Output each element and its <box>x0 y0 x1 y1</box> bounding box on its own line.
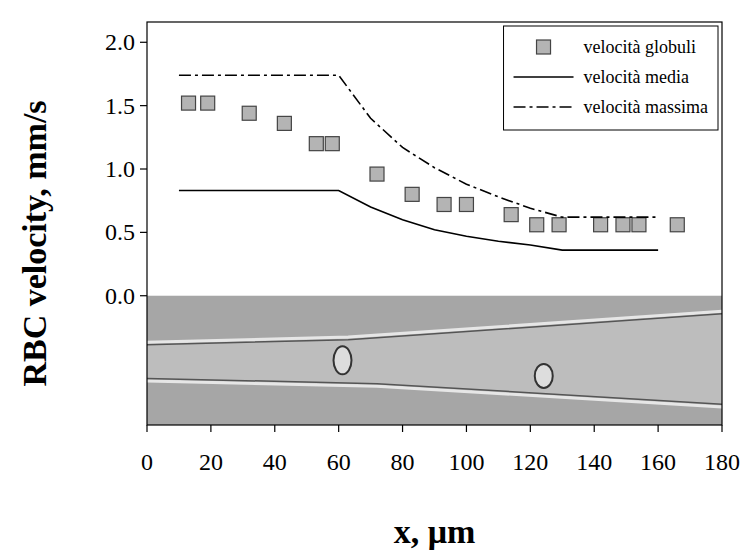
x-tick-label: 140 <box>576 449 612 475</box>
x-tick <box>402 425 403 432</box>
legend-label: velocità media <box>584 67 689 87</box>
legend-box <box>504 26 718 130</box>
chart: 0.0 0.5 1.0 1.5 2.0 0 20 40 60 80 100 120 140 160 180 x… <box>0 0 753 555</box>
point <box>552 218 566 232</box>
x-tick-label: 60 <box>327 449 351 475</box>
x-tick <box>466 425 467 432</box>
point <box>594 218 608 232</box>
vessel-lumen <box>147 311 722 407</box>
y-tick <box>140 295 147 296</box>
point <box>325 137 339 151</box>
y-tick-label: 1.5 <box>105 93 135 119</box>
y-axis-title: RBC velocity, mm/s <box>16 100 53 386</box>
x-tick-label: 80 <box>391 449 415 475</box>
x-tick <box>594 425 595 432</box>
x-tick-label: 160 <box>640 449 676 475</box>
legend: velocità globuli velocità media velocità m… <box>504 26 718 130</box>
point <box>405 187 419 201</box>
y-tick <box>140 42 147 43</box>
legend-symbol <box>537 40 551 54</box>
x-tick-label: 100 <box>448 449 484 475</box>
x-tick-label: 20 <box>199 449 223 475</box>
y-tick-label: 1.0 <box>105 156 135 182</box>
x-tick <box>530 425 531 432</box>
y-tick-label: 0.5 <box>105 219 135 245</box>
x-tick-label: 40 <box>263 449 287 475</box>
point <box>182 96 196 110</box>
vessel-wall <box>147 311 722 342</box>
x-tick-label: 0 <box>141 449 153 475</box>
x-tick <box>721 425 722 432</box>
legend-symbol <box>514 106 574 108</box>
y-tick-label: 2.0 <box>105 29 135 55</box>
x-tick <box>338 425 339 432</box>
x-tick <box>146 425 147 432</box>
point <box>459 197 473 211</box>
image-background <box>147 296 722 425</box>
point <box>277 116 291 130</box>
vessel-wall <box>147 381 722 407</box>
vessel-image <box>147 296 722 425</box>
point <box>309 137 323 151</box>
point <box>370 167 384 181</box>
point <box>530 218 544 232</box>
cell <box>535 364 553 388</box>
cell <box>334 346 352 374</box>
x-tick <box>274 425 275 432</box>
x-tick-label: 120 <box>512 449 548 475</box>
x-tick <box>658 425 659 432</box>
x-tick <box>210 425 211 432</box>
y-tick <box>140 168 147 169</box>
point <box>201 96 215 110</box>
point <box>632 218 646 232</box>
y-tick <box>140 105 147 106</box>
y-tick <box>140 232 147 233</box>
point <box>670 218 684 232</box>
legend-symbol <box>514 76 574 78</box>
vessel-wall <box>147 378 722 404</box>
point <box>616 218 630 232</box>
y-tick-label: 0.0 <box>105 283 135 309</box>
legend-label: velocità globuli <box>584 37 696 57</box>
plot-frame <box>147 22 722 425</box>
vessel-wall <box>147 314 722 345</box>
point <box>504 208 518 222</box>
legend-label: velocità massima <box>584 97 708 117</box>
point <box>242 106 256 120</box>
x-axis-title: x, μm <box>394 513 476 550</box>
series-line <box>179 191 658 251</box>
x-tick-label: 180 <box>704 449 740 475</box>
point <box>437 197 451 211</box>
